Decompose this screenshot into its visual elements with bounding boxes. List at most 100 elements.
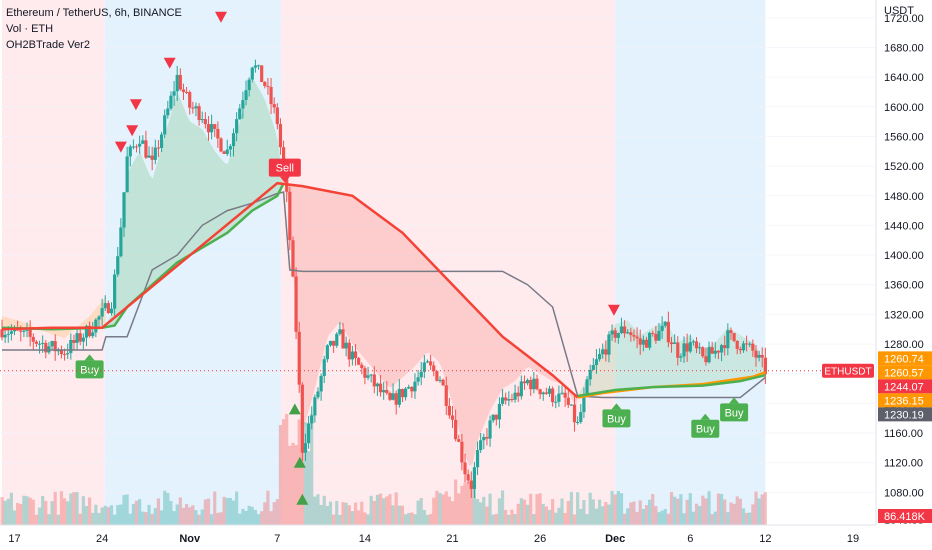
volume-bar — [442, 495, 445, 525]
candle-body — [435, 371, 438, 381]
candle-body — [445, 385, 448, 406]
volume-bar — [41, 496, 44, 525]
volume-bar — [219, 512, 222, 525]
candle-body — [138, 144, 141, 147]
volume-bar — [570, 492, 573, 525]
candle-body — [564, 393, 567, 398]
volume-bar — [116, 505, 119, 525]
candle-body — [223, 151, 226, 154]
candle-body — [376, 384, 379, 387]
volume-bar — [435, 491, 438, 525]
legend-indicator[interactable]: OH2BTrade Ver2 — [6, 37, 182, 53]
volume-bar — [357, 510, 360, 525]
price-badge: 1236.15 — [878, 393, 932, 407]
volume-bar — [614, 494, 617, 525]
volume-bar — [413, 514, 416, 525]
candle-body — [485, 437, 488, 439]
volume-bar — [354, 503, 357, 525]
candle-body — [395, 393, 398, 404]
volume-bar — [448, 497, 451, 525]
volume-bar — [545, 506, 548, 525]
volume-bar — [248, 506, 251, 525]
volume-bar — [676, 499, 679, 525]
volume-bar — [235, 491, 238, 525]
candle-body — [119, 227, 122, 256]
candle-body — [219, 138, 222, 151]
volume-bar — [223, 497, 226, 525]
volume-bar — [736, 496, 739, 525]
candle-body — [679, 356, 682, 357]
candle-body — [488, 420, 491, 438]
candle-body — [517, 393, 520, 397]
volume-bar — [310, 414, 313, 525]
volume-badge-label: 86.418K — [884, 511, 926, 523]
volume-bar — [567, 501, 570, 525]
candle-body — [116, 256, 119, 274]
volume-bar — [720, 494, 723, 525]
candle-body — [682, 343, 685, 356]
volume-bar — [82, 496, 85, 525]
candle-body — [573, 405, 576, 423]
price-tick-label: 1560.00 — [884, 131, 924, 143]
volume-bar — [529, 494, 532, 525]
candle-body — [501, 397, 504, 403]
volume-bar — [632, 502, 635, 525]
volume-bar — [463, 483, 466, 525]
volume-bar — [711, 514, 714, 525]
price-tick-label: 1360.00 — [884, 280, 924, 292]
candle-body — [379, 384, 382, 393]
candle-body — [360, 365, 363, 368]
volume-bar — [326, 506, 329, 525]
candle-body — [504, 397, 507, 400]
candle-body — [476, 450, 479, 467]
candle-body — [191, 108, 194, 109]
candle-body — [307, 423, 310, 443]
volume-bar — [194, 510, 197, 525]
legend-symbol[interactable]: Ethereum / TetherUS, 6h, BINANCE — [6, 5, 182, 21]
volume-bar — [163, 491, 166, 525]
candle-body — [529, 380, 532, 389]
volume-bar — [57, 515, 60, 525]
candle-body — [711, 347, 714, 354]
candle-body — [629, 332, 632, 335]
volume-bar — [79, 514, 82, 525]
volume-bar — [348, 505, 351, 525]
volume-bar — [576, 492, 579, 525]
candle-body — [135, 146, 138, 147]
candle-body — [554, 402, 557, 403]
volume-bar — [554, 513, 557, 525]
candle-body — [323, 359, 326, 376]
volume-bar — [626, 508, 629, 525]
volume-bar — [429, 514, 432, 525]
time-tick-label: 14 — [359, 533, 371, 545]
legend-volume[interactable]: Vol · ETH — [6, 21, 182, 37]
candle-body — [338, 329, 341, 334]
candle-body — [182, 89, 185, 92]
volume-bar — [122, 495, 125, 525]
volume-bar — [520, 498, 523, 525]
volume-bar — [91, 513, 94, 525]
candle-body — [279, 124, 282, 147]
candle-body — [692, 341, 695, 342]
volume-bar — [417, 501, 420, 525]
candle-body — [701, 347, 704, 356]
candle-body — [244, 90, 247, 100]
candle-body — [238, 108, 241, 119]
volume-bar — [276, 499, 279, 525]
candle-body — [38, 344, 41, 345]
volume-bar — [498, 498, 501, 525]
candle-body — [241, 100, 244, 108]
candle-body — [251, 68, 254, 80]
volume-bar — [695, 504, 698, 525]
candle-body — [667, 322, 670, 342]
candle-body — [132, 146, 135, 147]
volume-bar — [129, 514, 132, 525]
candle-body — [101, 308, 104, 316]
volume-bar — [620, 493, 623, 525]
volume-bar — [532, 514, 535, 525]
volume-bar — [141, 512, 144, 525]
volume-bar — [107, 507, 110, 525]
candle-body — [535, 379, 538, 389]
volume-bar — [467, 482, 470, 525]
